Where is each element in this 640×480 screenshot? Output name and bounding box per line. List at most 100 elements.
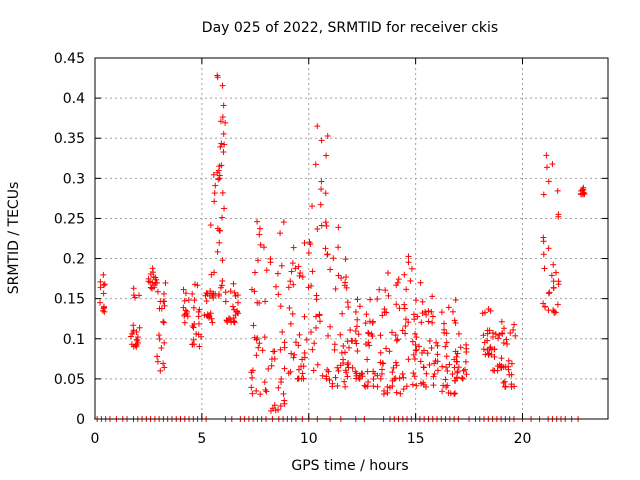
data-point <box>579 186 586 193</box>
data-point <box>342 256 349 263</box>
data-point <box>377 332 384 339</box>
data-point <box>292 265 299 272</box>
data-point <box>307 329 314 336</box>
data-point <box>413 346 420 353</box>
data-point <box>422 308 429 315</box>
data-point <box>211 190 218 197</box>
data-point <box>322 219 329 226</box>
data-point <box>502 383 509 390</box>
y-tick-label: 0 <box>76 412 85 428</box>
x-tick-label: 10 <box>300 431 318 447</box>
data-point <box>433 339 440 346</box>
data-point <box>498 355 505 362</box>
data-point <box>162 280 169 287</box>
data-point <box>452 319 459 326</box>
data-point <box>215 176 222 183</box>
data-point <box>208 271 215 278</box>
data-point <box>217 143 224 150</box>
data-point <box>393 282 400 289</box>
data-point <box>203 289 210 296</box>
data-point <box>391 375 398 382</box>
data-point <box>393 362 400 369</box>
data-point <box>254 218 261 225</box>
data-point <box>301 239 308 246</box>
data-point <box>212 182 219 189</box>
data-point <box>332 285 339 292</box>
data-point <box>511 321 518 328</box>
data-point <box>410 351 417 358</box>
data-point <box>317 201 324 208</box>
data-point <box>486 327 493 334</box>
data-point <box>416 343 423 350</box>
data-point <box>370 375 377 382</box>
data-point <box>425 308 432 315</box>
data-point <box>376 286 383 293</box>
data-point <box>412 347 419 354</box>
data-point <box>299 356 306 363</box>
data-point <box>354 316 361 323</box>
data-point <box>313 292 320 299</box>
data-point <box>180 286 187 293</box>
data-point <box>230 280 237 287</box>
data-point <box>394 336 401 343</box>
data-point <box>355 331 362 338</box>
data-point <box>130 322 137 329</box>
data-point <box>285 284 292 291</box>
data-point <box>402 330 409 337</box>
data-point <box>277 303 284 310</box>
data-point <box>309 268 316 275</box>
data-point <box>256 225 263 232</box>
data-point <box>158 344 165 351</box>
data-point <box>365 329 372 336</box>
data-point <box>99 307 106 314</box>
data-point <box>379 366 386 373</box>
data-point <box>430 373 437 380</box>
data-point <box>303 336 310 343</box>
data-point <box>255 344 262 351</box>
data-point <box>218 282 225 289</box>
data-point <box>401 301 408 308</box>
data-point <box>127 333 134 340</box>
data-point <box>362 320 369 327</box>
data-point <box>417 279 424 286</box>
data-point <box>508 360 515 367</box>
data-point <box>312 324 319 331</box>
data-point <box>491 367 498 374</box>
data-point <box>256 231 263 238</box>
data-point <box>455 364 462 371</box>
data-point <box>230 306 237 313</box>
data-point <box>100 303 107 310</box>
data-point <box>442 343 449 350</box>
data-point <box>229 303 236 310</box>
data-point <box>235 310 242 317</box>
data-point <box>431 370 438 377</box>
data-point <box>267 259 274 266</box>
y-tick-label: 0.4 <box>63 91 85 107</box>
data-point <box>305 250 312 257</box>
data-point <box>440 382 447 389</box>
ticks <box>94 57 608 420</box>
data-point <box>234 299 241 306</box>
data-point <box>216 163 223 170</box>
data-point <box>418 319 425 326</box>
data-point <box>552 269 559 276</box>
data-point <box>545 307 552 314</box>
data-point <box>540 191 547 198</box>
data-point <box>353 372 360 379</box>
data-point <box>309 203 316 210</box>
data-point <box>160 319 167 326</box>
data-point <box>338 349 345 356</box>
data-point <box>297 270 304 277</box>
data-point <box>222 298 229 305</box>
data-point <box>491 353 498 360</box>
data-point <box>209 319 216 326</box>
data-point <box>358 370 365 377</box>
data-point <box>405 356 412 363</box>
data-point <box>439 388 446 395</box>
data-point <box>344 338 351 345</box>
data-point <box>210 294 217 301</box>
data-point <box>545 290 552 297</box>
data-point <box>407 277 414 284</box>
data-point <box>281 339 288 346</box>
